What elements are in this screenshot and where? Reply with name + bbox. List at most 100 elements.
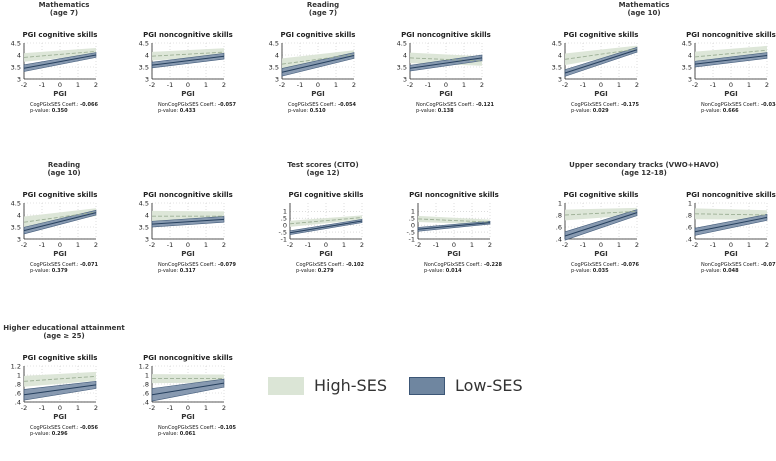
x-tick-label: -1: [425, 81, 431, 89]
panel-title: PGI cognitive skills: [564, 191, 639, 199]
y-tick-label: 1.2: [11, 362, 21, 370]
y-tick-label: 4.5: [139, 39, 149, 47]
low-ses-ci-band: [564, 209, 638, 241]
x-axis-label: PGI: [724, 250, 737, 258]
pvalue-value: 0.379: [52, 268, 68, 274]
coef-note: NonCogPGIxSES Coeff.: -0.077: [701, 262, 776, 268]
pvalue-value: 0.317: [180, 268, 196, 274]
chart-panel: PGI cognitive skills .4 .6 .8 1 -2 -1 0 1 2 PGI Cog…: [556, 191, 640, 274]
x-tick-label: 1: [470, 241, 474, 249]
coef-value: -0.057: [218, 102, 236, 108]
y-tick-label: 0: [411, 221, 415, 229]
coef-note: CogPGIxSES Coeff.: -0.056: [30, 425, 98, 431]
x-tick-label: 1: [617, 241, 621, 249]
coef-label: NonCogPGIxSES Coeff.:: [158, 262, 218, 268]
panel-title: PGI noncognitive skills: [409, 191, 499, 199]
coef-note: NonCogPGIxSES Coeff.: -0.121: [416, 102, 494, 108]
chart-group-3: Mathematics(age 10) PGI cognitive skills 3…: [552, 1, 776, 114]
high-ses-ci-band: [24, 48, 96, 62]
y-tick-label: 3: [275, 75, 279, 83]
coef-value: -0.079: [218, 262, 236, 268]
pvalue-label: p-value:: [158, 268, 180, 274]
panel-title: PGI noncognitive skills: [686, 191, 776, 199]
y-tick-label: .4: [143, 398, 149, 406]
x-tick-label: -1: [167, 404, 173, 412]
x-tick-label: -2: [149, 241, 155, 249]
pvalue-value: 0.433: [180, 108, 196, 114]
x-tick-label: -2: [407, 81, 413, 89]
legend-item-low-ses: Low-SES: [408, 376, 523, 395]
coef-value: -0.077: [761, 262, 776, 268]
y-tick-label: 1: [688, 199, 692, 207]
low-ses-line: [694, 216, 768, 233]
low-ses-line: [23, 54, 97, 69]
x-tick-label: 1: [204, 404, 208, 412]
y-tick-label: 4.5: [682, 39, 692, 47]
pvalue-value: 0.048: [723, 268, 739, 274]
y-tick-label: 4: [688, 51, 692, 59]
chart-panel: PGI cognitive skills.4.6.811.2-2 -1 0 1 2PGI…: [11, 354, 99, 437]
x-tick-label: -1: [39, 404, 45, 412]
chart-panel: PGI noncognitive skills 3 3.5 4 4.5 -2 -1 0 1 2 PG…: [139, 191, 237, 274]
x-tick-label: -2: [149, 404, 155, 412]
group-title: Upper secondary tracks (VWO+HAVO): [569, 161, 719, 169]
x-axis-label: PGI: [724, 90, 737, 98]
pvalue-value: 0.035: [593, 268, 609, 274]
y-tick-label: 4: [403, 51, 407, 59]
x-tick-label: -1: [710, 241, 716, 249]
coef-label: CogPGIxSES Coeff.:: [30, 425, 80, 431]
pvalue-note: p-value: 0.035: [571, 268, 609, 274]
pvalue-note: p-value: 0.061: [158, 431, 196, 437]
pvalue-note: p-value: 0.279: [296, 268, 334, 274]
chart-group-7: Higher educational attainment(age ≥ 25) P…: [3, 324, 236, 437]
pvalue-label: p-value:: [571, 268, 593, 274]
x-tick-label: 2: [352, 81, 356, 89]
chart-group-1: Mathematics(age 7) PGI cognitive skills 3 3…: [11, 1, 237, 114]
x-tick-label: 2: [94, 81, 98, 89]
low-ses-line: [151, 55, 225, 66]
pvalue-label: p-value:: [288, 108, 310, 114]
panel-title: PGI noncognitive skills: [401, 31, 491, 39]
y-tick-label: -1: [409, 235, 415, 243]
x-tick-label: 0: [186, 81, 190, 89]
x-tick-label: 1: [76, 404, 80, 412]
pvalue-value: 0.666: [723, 108, 739, 114]
low-ses-line: [564, 49, 638, 74]
low-ses-line: [564, 212, 638, 237]
x-tick-label: -2: [562, 81, 568, 89]
y-tick-label: 3: [145, 235, 149, 243]
y-tick-label: 4.5: [11, 39, 21, 47]
x-tick-label: 1: [76, 241, 80, 249]
high-ses-line: [23, 375, 97, 382]
coef-note: CogPGIxSES Coeff.: -0.102: [296, 262, 364, 268]
coef-value: -0.056: [80, 425, 98, 431]
x-tick-label: 2: [480, 81, 484, 89]
x-tick-label: 1: [747, 241, 751, 249]
legend-label-low-ses: Low-SES: [454, 376, 523, 395]
pvalue-note: p-value: 0.379: [30, 268, 68, 274]
pvalue-note: p-value: 0.510: [288, 108, 326, 114]
x-axis-label: PGI: [53, 90, 66, 98]
y-tick-label: 3: [688, 75, 692, 83]
x-axis-label: PGI: [53, 250, 66, 258]
y-tick-label: .8: [556, 211, 562, 219]
x-axis-label: PGI: [181, 413, 194, 421]
coef-label: NonCogPGIxSES Coeff.:: [158, 102, 218, 108]
coef-note: NonCogPGIxSES Coeff.: -0.079: [158, 262, 236, 268]
y-tick-label: 4: [17, 51, 21, 59]
y-tick-label: 4.5: [552, 39, 562, 47]
coef-value: -0.071: [80, 262, 98, 268]
y-tick-label: 3.5: [682, 63, 692, 71]
x-tick-label: 1: [462, 81, 466, 89]
group-title: Mathematics: [619, 1, 670, 9]
low-ses-line: [151, 218, 225, 225]
y-tick-label: 3.5: [552, 63, 562, 71]
x-tick-label: 2: [94, 241, 98, 249]
y-tick-label: .8: [686, 211, 692, 219]
y-tick-label: .6: [556, 223, 562, 231]
coef-label: CogPGIxSES Coeff.:: [571, 102, 621, 108]
x-tick-label: -2: [415, 241, 421, 249]
coef-label: NonCogPGIxSES Coeff.:: [701, 262, 761, 268]
pvalue-note: p-value: 0.048: [701, 268, 739, 274]
y-tick-label: 1: [145, 371, 149, 379]
